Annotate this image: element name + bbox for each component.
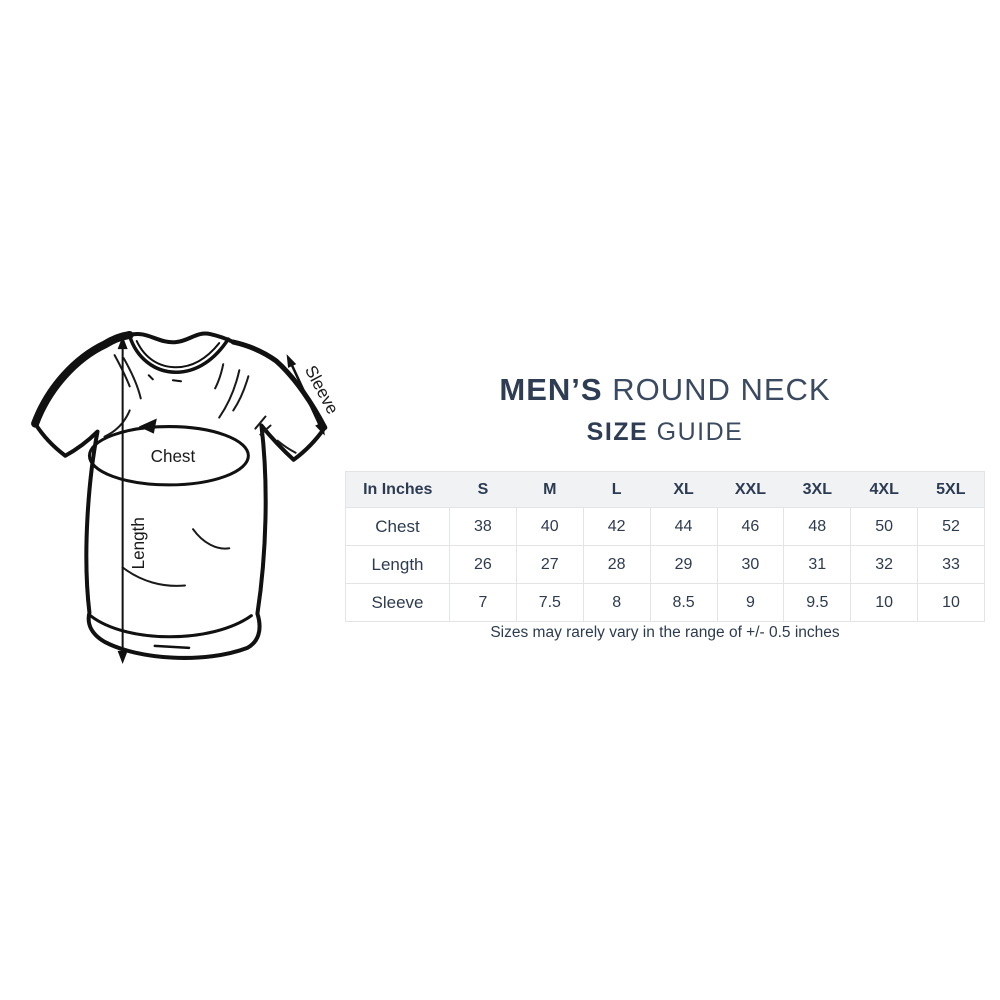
table-cell: 32 (850, 545, 919, 584)
table-cell: 38 (449, 507, 517, 546)
table-row-chest: Chest 38 40 42 44 46 48 50 52 (345, 507, 985, 546)
table-cell: 28 (582, 545, 651, 584)
table-header-size-xl: XL (650, 471, 717, 508)
table-cell: 33 (917, 545, 985, 584)
size-variance-note: Sizes may rarely vary in the range of +/… (490, 624, 840, 641)
table-row-length: Length 26 27 28 29 30 31 32 33 (345, 545, 985, 584)
table-cell: 27 (515, 545, 584, 584)
table-cell: 52 (917, 507, 985, 546)
row-label-chest: Chest (345, 507, 450, 546)
table-header-unit: In Inches (345, 471, 450, 508)
table-cell: 29 (649, 545, 718, 584)
tshirt-line-art-icon: Chest Length Sleeve (31, 331, 342, 664)
table-header-size-xxl: XXL (717, 471, 784, 508)
size-table: In Inches S M L XL XXL 3XL 4XL 5XL Chest… (345, 471, 985, 622)
table-cell: 10 (917, 583, 985, 622)
table-header-size-l: L (583, 471, 651, 508)
table-row-sleeve: Sleeve 7 7.5 8 8.5 9 9.5 10 10 (345, 583, 985, 622)
table-header-size-3xl: 3XL (783, 471, 851, 508)
table-cell: 48 (783, 507, 852, 546)
table-cell: 7.5 (515, 583, 584, 622)
table-cell: 40 (515, 507, 584, 546)
page-title: MEN’S ROUND NECK (345, 374, 985, 405)
size-guide-heading: MEN’S ROUND NECK SIZE GUIDE (345, 374, 985, 445)
table-cell: 46 (716, 507, 785, 546)
length-measure-annotation: Length (117, 336, 148, 664)
table-cell: 30 (716, 545, 785, 584)
table-cell: 31 (783, 545, 852, 584)
row-label-length: Length (345, 545, 450, 584)
table-header-size-5xl: 5XL (917, 471, 985, 508)
table-header-size-4xl: 4XL (850, 471, 918, 508)
chest-label: Chest (151, 447, 196, 466)
subtitle-bold-part: SIZE (586, 418, 649, 446)
table-cell: 7 (449, 583, 517, 622)
table-cell: 9.5 (783, 583, 852, 622)
table-cell: 8 (582, 583, 651, 622)
tshirt-measurement-diagram: Chest Length Sleeve (26, 328, 346, 674)
table-cell: 9 (716, 583, 785, 622)
length-label: Length (129, 517, 148, 569)
row-label-sleeve: Sleeve (345, 583, 450, 622)
title-bold-part: MEN’S (499, 372, 603, 407)
table-cell: 42 (582, 507, 651, 546)
table-cell: 26 (449, 545, 517, 584)
chest-measure-annotation: Chest (87, 418, 250, 487)
table-cell: 8.5 (649, 583, 718, 622)
table-cell: 50 (850, 507, 919, 546)
table-header-size-m: M (516, 471, 584, 508)
title-light-part: ROUND NECK (612, 372, 831, 407)
subtitle-light-part: GUIDE (656, 418, 744, 446)
page-subtitle: SIZE GUIDE (345, 420, 985, 445)
table-cell: 44 (649, 507, 718, 546)
table-header-size-s: S (449, 471, 517, 508)
size-table-header-row: In Inches S M L XL XXL 3XL 4XL 5XL (345, 471, 985, 508)
table-cell: 10 (850, 583, 919, 622)
